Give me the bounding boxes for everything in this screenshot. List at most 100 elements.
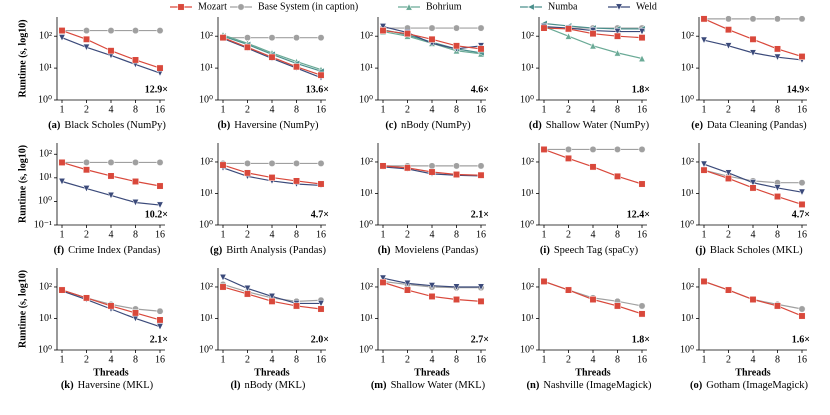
data-point (700, 36, 708, 44)
data-point (244, 159, 251, 167)
panel-caption: (g) Birth Analysis (Pandas) (210, 245, 326, 256)
data-point (589, 30, 597, 38)
panel-caption: (m) Shallow Water (MKL) (371, 380, 486, 391)
data-point (156, 158, 164, 166)
data-point (565, 25, 572, 33)
y-tick-label: 10⁰ (38, 196, 52, 207)
panel-caption: (a) Black Scholes (NumPy) (48, 120, 166, 131)
data-point (268, 174, 276, 182)
panel-label: (c) (385, 120, 397, 131)
y-axis-label: Runtime (s, log10) (17, 270, 28, 348)
data-point (107, 172, 115, 180)
data-point (156, 307, 164, 315)
data-point (564, 32, 573, 40)
data-point (83, 166, 90, 174)
data-point (614, 32, 621, 40)
x-tick-label: 16 (637, 104, 647, 115)
panel-caption: (n) Nashville (ImageMagick) (526, 380, 652, 391)
y-tick-label: 10⁰ (359, 94, 373, 105)
data-point (798, 200, 806, 208)
legend-marker (527, 3, 535, 11)
y-tick-label: 10¹ (39, 313, 52, 324)
data-point (131, 199, 140, 207)
speedup-annotation: 13.6× (306, 84, 329, 95)
y-tick-label: 10¹ (681, 313, 694, 324)
data-point (798, 179, 806, 187)
y-tick-label: 10¹ (521, 62, 534, 73)
x-tick-label: 8 (294, 104, 299, 115)
data-point (82, 43, 91, 52)
data-point (379, 162, 387, 170)
data-point (58, 286, 66, 294)
x-tick-label: 8 (775, 104, 780, 115)
x-tick-label: 4 (430, 104, 435, 115)
x-tick-label: 16 (637, 229, 647, 240)
data-point (83, 294, 90, 302)
y-axis-label: Runtime (s, log10) (17, 145, 28, 223)
data-point (156, 27, 164, 35)
x-tick-label: 16 (316, 354, 326, 365)
data-point (58, 27, 66, 35)
x-tick-label: 16 (476, 229, 486, 240)
data-point (83, 158, 90, 166)
speedup-annotation: 2.1× (471, 209, 489, 220)
y-tick-label: 10¹ (39, 62, 52, 73)
y-tick-label: 10¹ (521, 313, 534, 324)
data-point (156, 201, 164, 209)
data-point (317, 159, 325, 167)
speedup-annotation: 1.8× (632, 84, 650, 95)
data-point (798, 188, 806, 196)
panel-caption-text: Black Scholes (NumPy) (64, 120, 166, 131)
x-tick-label: 2 (726, 229, 731, 240)
legend-label: Base System (in caption) (258, 1, 358, 12)
y-tick-label: 10² (521, 31, 534, 42)
x-tick-label: 4 (591, 354, 596, 365)
x-tick-label: 2 (245, 104, 250, 115)
speedup-annotation: 1.6× (792, 334, 810, 345)
y-tick-label: 10⁰ (199, 219, 213, 230)
data-point (132, 309, 139, 317)
x-tick-label: 2 (84, 104, 89, 115)
legend-marker (177, 3, 185, 11)
x-tick-label: 16 (155, 354, 165, 365)
x-tick-label: 2 (726, 354, 731, 365)
panel-label: (l) (231, 380, 241, 391)
panel-label: (k) (61, 380, 74, 391)
y-tick-label: 10¹ (521, 188, 534, 199)
panel-label: (i) (540, 245, 550, 256)
data-point (83, 35, 90, 43)
panel-label: (b) (217, 120, 230, 131)
x-tick-label: 16 (316, 104, 326, 115)
x-axis-label: Threads (254, 367, 289, 378)
panel-caption: (i) Speech Tag (spaCy) (540, 245, 639, 256)
data-point (798, 312, 806, 320)
data-point (725, 26, 732, 34)
y-tick-label: 10² (200, 31, 213, 42)
x-tick-label: 1 (60, 229, 65, 240)
panel-caption-text: Haversine (NumPy) (234, 120, 319, 131)
x-tick-label: 2 (245, 354, 250, 365)
data-point (774, 302, 781, 310)
y-tick-label: 10² (681, 156, 694, 167)
data-point (638, 302, 646, 310)
data-point (156, 64, 164, 72)
data-point (58, 178, 66, 186)
legend-label: Bohrium (426, 1, 462, 12)
x-tick-label: 2 (405, 354, 410, 365)
data-point (614, 172, 621, 180)
data-point (700, 160, 708, 168)
data-point (749, 15, 757, 23)
x-tick-label: 4 (109, 104, 114, 115)
x-tick-label: 2 (566, 104, 571, 115)
panel-label: (m) (371, 380, 387, 391)
panel-caption-text: Nashville (ImageMagick) (543, 380, 652, 391)
speedup-annotation: 4.6× (471, 84, 489, 95)
data-point (293, 159, 300, 167)
x-tick-label: 4 (751, 229, 756, 240)
y-tick-label: 10⁰ (520, 219, 534, 230)
data-point (453, 162, 460, 170)
panel-label: (h) (378, 245, 391, 256)
x-tick-label: 8 (615, 354, 620, 365)
data-point (58, 34, 66, 42)
